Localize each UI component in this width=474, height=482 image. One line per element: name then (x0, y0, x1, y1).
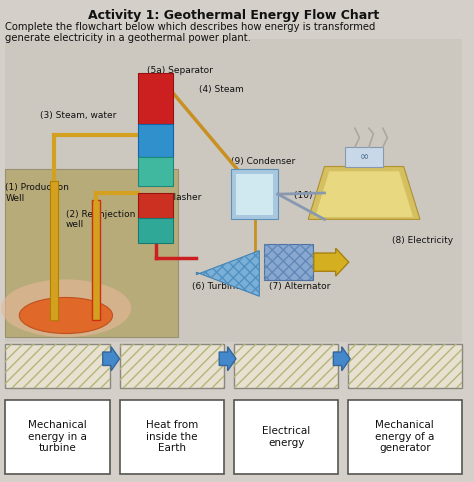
Text: (6) Turbine: (6) Turbine (191, 282, 241, 291)
FancyBboxPatch shape (231, 169, 278, 219)
FancyBboxPatch shape (234, 344, 338, 388)
Text: Heat from
inside the
Earth: Heat from inside the Earth (146, 420, 198, 454)
Text: (4) Steam: (4) Steam (199, 85, 244, 94)
Polygon shape (308, 166, 420, 219)
FancyBboxPatch shape (264, 244, 313, 281)
FancyBboxPatch shape (138, 218, 173, 243)
FancyArrow shape (333, 347, 350, 371)
FancyBboxPatch shape (91, 200, 100, 321)
FancyBboxPatch shape (5, 169, 178, 337)
Text: (10) Cooling tower: (10) Cooling tower (294, 190, 378, 200)
Text: (7) Alternator: (7) Alternator (269, 282, 330, 291)
Polygon shape (315, 171, 413, 217)
FancyBboxPatch shape (138, 73, 173, 123)
Text: (8) Electricity: (8) Electricity (392, 236, 453, 245)
Text: (1) Production
Well: (1) Production Well (5, 183, 69, 203)
Text: Activity 1: Geothermal Energy Flow Chart: Activity 1: Geothermal Energy Flow Chart (88, 9, 379, 22)
Ellipse shape (0, 280, 131, 337)
FancyBboxPatch shape (234, 400, 338, 474)
Text: (3) Steam, water: (3) Steam, water (40, 111, 117, 120)
FancyBboxPatch shape (348, 400, 462, 474)
Ellipse shape (19, 297, 112, 334)
FancyBboxPatch shape (50, 181, 58, 321)
FancyArrow shape (314, 248, 349, 276)
FancyBboxPatch shape (5, 344, 110, 388)
FancyBboxPatch shape (138, 158, 173, 186)
FancyBboxPatch shape (138, 123, 173, 158)
FancyBboxPatch shape (138, 193, 173, 218)
FancyArrow shape (219, 347, 236, 371)
Text: (5b) Flasher: (5b) Flasher (147, 193, 202, 202)
FancyArrow shape (103, 347, 119, 371)
Polygon shape (196, 251, 259, 296)
FancyBboxPatch shape (119, 400, 224, 474)
Text: generate electricity in a geothermal power plant.: generate electricity in a geothermal pow… (5, 33, 251, 43)
Text: Complete the flowchart below which describes how energy is transformed: Complete the flowchart below which descr… (5, 22, 376, 32)
Text: (2) Re-injection
well: (2) Re-injection well (66, 210, 135, 229)
FancyBboxPatch shape (348, 344, 462, 388)
FancyBboxPatch shape (346, 147, 383, 166)
Text: Mechanical
energy in a
turbine: Mechanical energy in a turbine (28, 420, 87, 454)
Text: Mechanical
energy of a
generator: Mechanical energy of a generator (375, 420, 435, 454)
FancyBboxPatch shape (236, 174, 273, 214)
FancyBboxPatch shape (5, 400, 110, 474)
Text: Electrical
energy: Electrical energy (262, 426, 310, 448)
Text: (9) Condenser: (9) Condenser (231, 157, 296, 166)
Text: (5a) Separator: (5a) Separator (147, 66, 213, 75)
Text: ∞: ∞ (359, 152, 369, 162)
FancyBboxPatch shape (5, 39, 462, 342)
FancyBboxPatch shape (119, 344, 224, 388)
